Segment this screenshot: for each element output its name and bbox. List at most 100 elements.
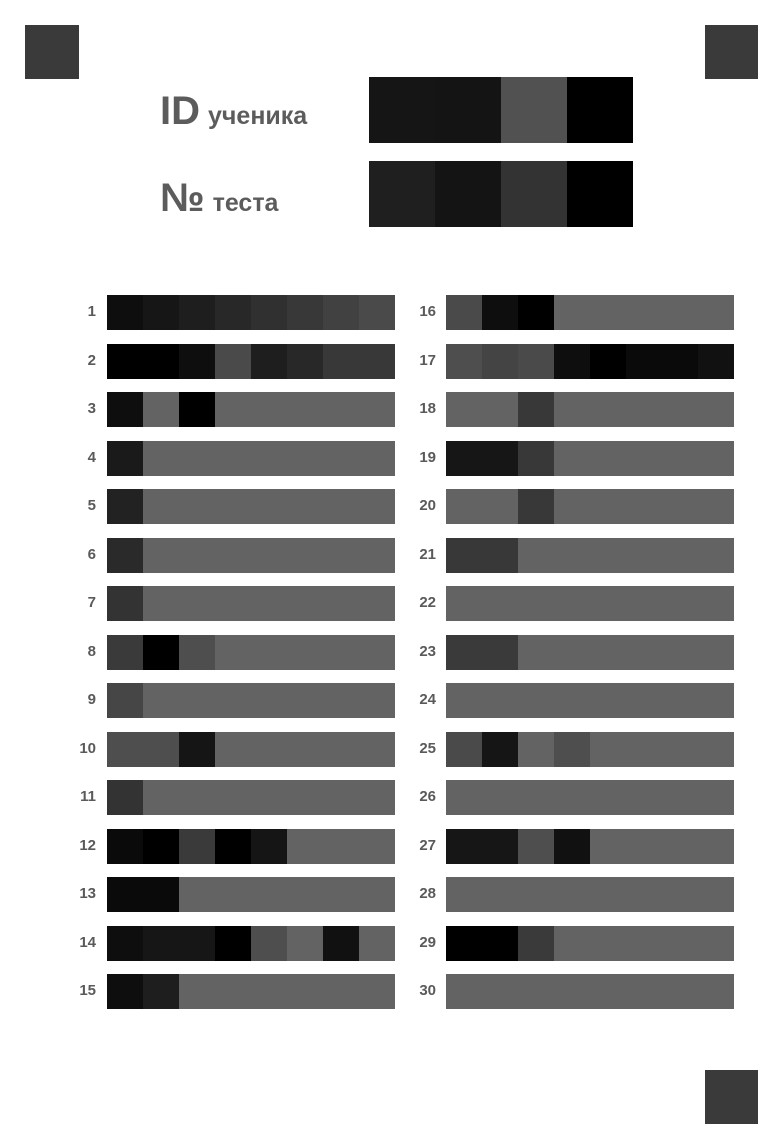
question-number: 1: [87, 303, 96, 320]
answer-cell: [482, 489, 518, 524]
question-number: 16: [419, 303, 436, 320]
answer-bar: [446, 877, 734, 912]
answer-cell: [446, 731, 482, 767]
answer-bar: [107, 925, 395, 961]
answer-cell: [482, 440, 518, 476]
answer-bar: [446, 828, 734, 864]
answer-cell: [482, 392, 518, 427]
question-number: 22: [419, 594, 436, 611]
test-number-boxes: [369, 161, 633, 227]
answer-cell: [482, 731, 518, 767]
answer-cell: [107, 295, 143, 330]
answer-bar: [446, 731, 734, 767]
answer-cell: [143, 634, 179, 670]
answer-cell: [482, 925, 518, 961]
answer-cell: [698, 343, 734, 379]
answer-bar: [107, 828, 395, 864]
question-number: 20: [419, 497, 436, 514]
question-number: 29: [419, 933, 436, 951]
answer-cell: [446, 828, 482, 864]
answer-bar: [446, 392, 734, 427]
question-number: 19: [419, 448, 436, 466]
answer-cell: [482, 537, 518, 573]
answer-cell: [251, 295, 287, 330]
question-number: 13: [79, 885, 96, 902]
answer-cell: [251, 828, 287, 864]
test-number-box-cell: [435, 161, 501, 227]
answer-bar: [446, 683, 734, 718]
answer-cell: [143, 295, 179, 330]
answer-cell: [518, 731, 554, 767]
answer-cell: [179, 392, 215, 427]
question-number: 30: [419, 982, 436, 999]
answer-cell: [287, 343, 323, 379]
corner-marker-top-left: [25, 25, 79, 79]
question-number: 4: [87, 448, 96, 466]
answer-cell: [518, 392, 554, 427]
answer-cell: [107, 877, 143, 912]
answer-cell: [323, 343, 359, 379]
student-id-box-cell: [435, 77, 501, 143]
answer-cell: [215, 925, 251, 961]
answer-cell: [518, 295, 554, 330]
answer-bar: [107, 683, 395, 718]
question-number: 6: [87, 545, 96, 563]
answer-cell: [518, 440, 554, 476]
answer-cell: [554, 731, 590, 767]
answer-cell: [662, 343, 698, 379]
answer-cell: [143, 343, 179, 379]
answer-cell: [482, 828, 518, 864]
answer-bar: [107, 634, 395, 670]
answer-bar: [446, 489, 734, 524]
corner-marker-top-right: [705, 25, 758, 79]
answer-bar: [446, 537, 734, 573]
question-number: 26: [419, 788, 436, 805]
question-number: 25: [419, 739, 436, 757]
answer-cell: [179, 295, 215, 330]
question-number: 10: [79, 739, 96, 757]
student-id-box-cell: [567, 77, 633, 143]
test-number-label: № теста: [160, 176, 278, 221]
question-number: 28: [419, 885, 436, 902]
answer-bar: [107, 295, 395, 330]
answer-cell: [107, 683, 143, 718]
answer-cell: [143, 392, 179, 427]
answer-cell: [323, 295, 359, 330]
answer-cell: [107, 731, 143, 767]
question-number: 5: [87, 497, 96, 514]
answer-cell: [143, 731, 179, 767]
answer-cell: [215, 295, 251, 330]
question-number: 3: [87, 400, 96, 417]
answer-cell: [590, 343, 626, 379]
answer-bar: [107, 586, 395, 621]
answer-bar: [446, 440, 734, 476]
answer-cell: [518, 925, 554, 961]
question-number: 17: [419, 351, 436, 369]
answer-bar: [446, 586, 734, 621]
answer-cell: [359, 343, 395, 379]
answer-cell: [107, 489, 143, 524]
answer-cell: [482, 343, 518, 379]
answer-cell: [143, 828, 179, 864]
test-number-label-small: теста: [212, 189, 279, 217]
answer-bar: [107, 392, 395, 427]
answer-cell: [107, 634, 143, 670]
answer-cell: [143, 877, 179, 912]
test-number-box-cell: [567, 161, 633, 227]
answer-cell: [446, 392, 482, 427]
answer-bar: [107, 343, 395, 379]
answer-cell: [179, 828, 215, 864]
answer-bar: [107, 537, 395, 573]
answer-cell: [107, 780, 143, 815]
answer-cell: [251, 343, 287, 379]
answer-cell: [446, 489, 482, 524]
answer-cell: [179, 343, 215, 379]
test-number-box-cell: [369, 161, 435, 227]
answer-cell: [107, 440, 143, 476]
answer-bar: [446, 295, 734, 330]
answer-cell: [143, 925, 179, 961]
answer-bar: [107, 731, 395, 767]
answer-bar: [446, 634, 734, 670]
question-number: 14: [79, 933, 96, 951]
answer-cell: [323, 925, 359, 961]
